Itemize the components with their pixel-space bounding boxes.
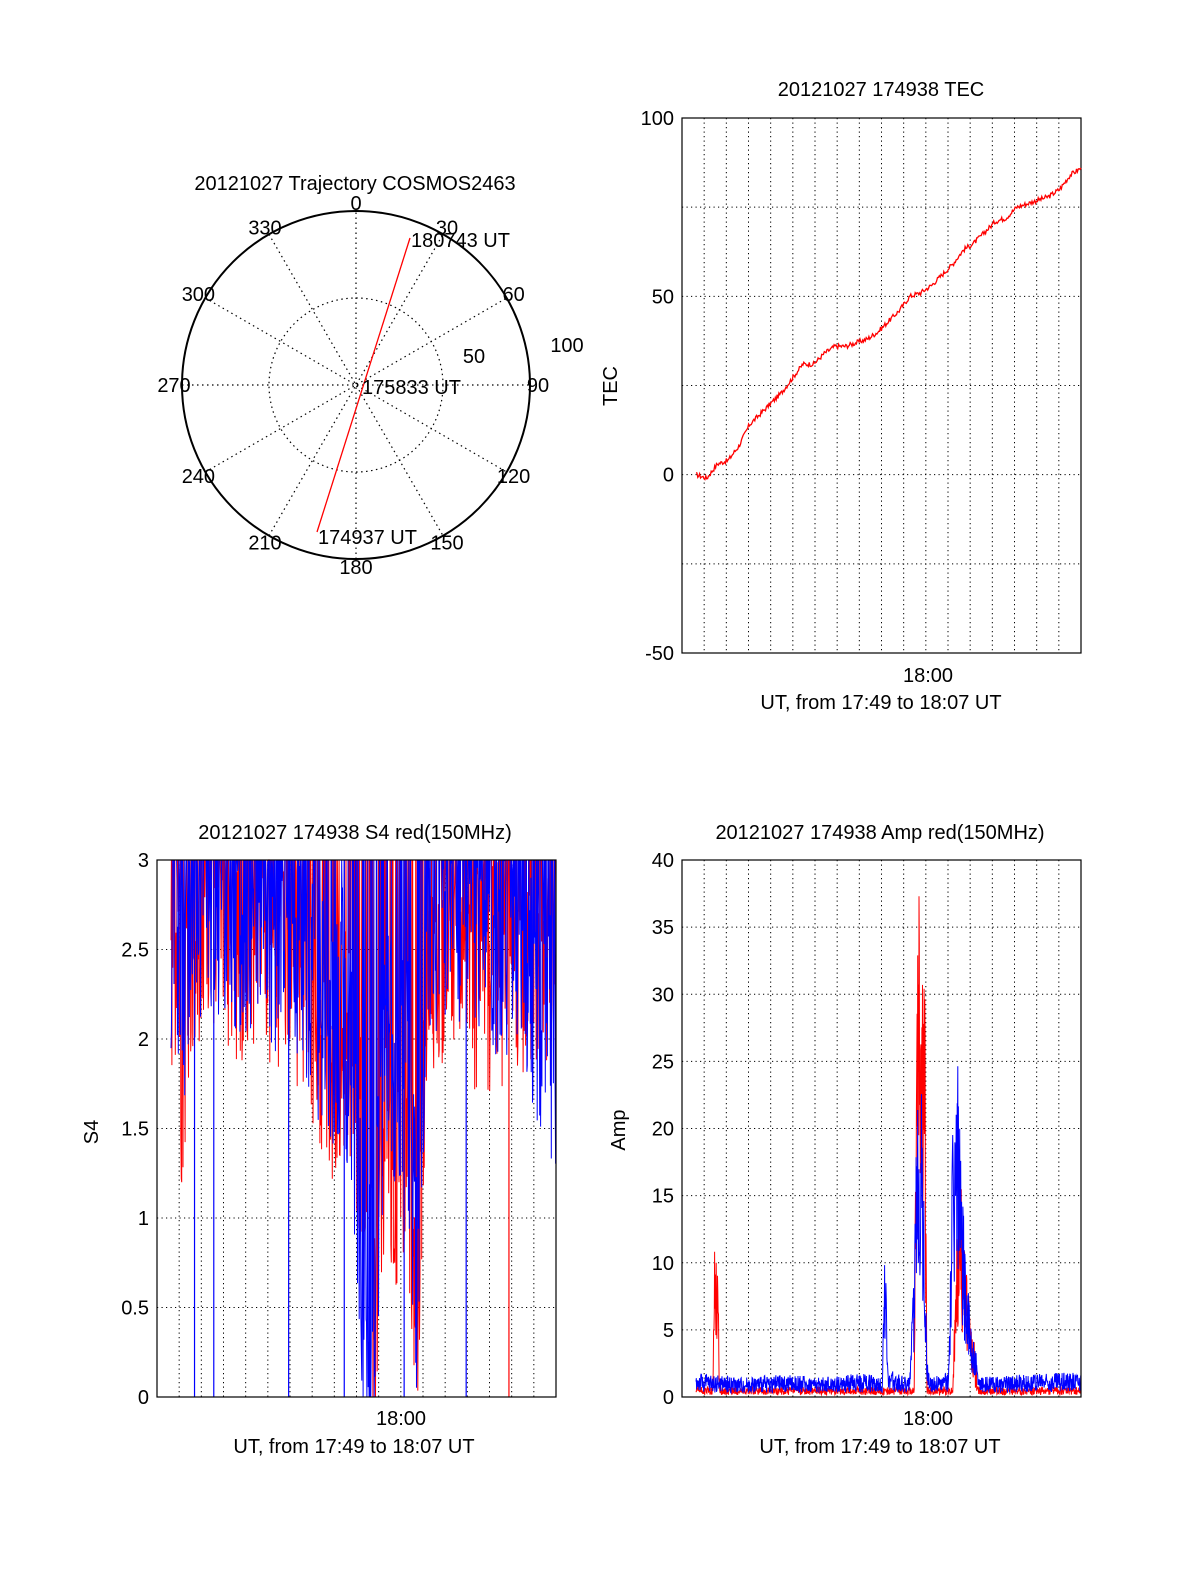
tec-y-tick-label: -50 [645, 643, 674, 665]
tec-x-tick-18-00: 18:00 [903, 665, 953, 687]
s4-title: 20121027 174938 S4 red(150MHz) [198, 822, 512, 844]
polar-spoke-60 [205, 297, 507, 473]
amp-x-tick-18-00: 18:00 [903, 1408, 953, 1430]
polar-annotation-start: 174937 UT [318, 527, 417, 549]
tec-y-tick-label: 100 [641, 108, 674, 130]
amp-y-tick-label: 10 [652, 1253, 674, 1275]
amp-y-tick-label: 0 [663, 1387, 674, 1409]
amp-y-tick-label: 15 [652, 1186, 674, 1208]
s4-y-tick-label: 0.5 [121, 1298, 149, 1320]
polar-spokes [182, 211, 530, 559]
polar-azimuth-label-210: 210 [248, 533, 281, 555]
polar-azimuth-label-60: 60 [502, 284, 524, 306]
polar-radial-label-50: 50 [463, 346, 485, 368]
s4-x-tick-18-00: 18:00 [376, 1408, 426, 1430]
polar-azimuth-label-270: 270 [157, 375, 190, 397]
polar-azimuth-labels: 0 30 60 90 120 150 180 210 240 270 300 330 [157, 193, 549, 579]
amp-y-ticks: 0 5 10 15 20 25 30 35 40 [652, 850, 674, 1409]
tec-y-tick-label: 0 [663, 465, 674, 487]
amp-series-red [695, 896, 1082, 1397]
amp-panel: 20121027 174938 Amp red(150MHz) 0 5 10 15 20… [608, 822, 1082, 1458]
s4-y-tick-label: 2.5 [121, 940, 149, 962]
polar-radial-label-100: 100 [550, 335, 583, 357]
s4-y-tick-label: 1 [138, 1208, 149, 1230]
s4-x-axis-label: UT, from 17:49 to 18:07 UT [233, 1436, 474, 1458]
s4-y-tick-label: 1.5 [121, 1119, 149, 1141]
polar-spoke-30 [268, 234, 444, 536]
polar-spoke-120 [205, 297, 507, 473]
s4-panel: 20121027 174938 S4 red(150MHz) 0 0.5 1 1.5 2… [81, 822, 557, 1458]
polar-azimuth-label-90: 90 [527, 375, 549, 397]
polar-azimuth-label-150: 150 [430, 533, 463, 555]
polar-spoke-150 [268, 234, 444, 536]
polar-azimuth-label-300: 300 [182, 284, 215, 306]
tec-series-group [695, 167, 1082, 481]
polar-trajectory-panel: 20121027 Trajectory COSMOS2463 0 30 60 90 12… [157, 173, 583, 579]
polar-azimuth-label-30: 30 [436, 217, 458, 239]
amp-plot-frame [681, 859, 1082, 1398]
s4-y-axis-label: S4 [81, 1120, 103, 1144]
tec-plot-frame [681, 117, 1082, 654]
polar-azimuth-label-180: 180 [339, 557, 372, 579]
tec-y-tick-label: 50 [652, 286, 674, 308]
polar-azimuth-label-240: 240 [182, 466, 215, 488]
s4-plot-frame [156, 859, 557, 1398]
s4-y-tick-label: 3 [138, 850, 149, 872]
s4-y-tick-label: 0 [138, 1387, 149, 1409]
amp-y-tick-label: 5 [663, 1320, 674, 1342]
polar-satellite-track [316, 237, 411, 533]
tec-series-line [695, 167, 1082, 481]
amp-x-axis-label: UT, from 17:49 to 18:07 UT [759, 1436, 1000, 1458]
tec-grid [682, 118, 1081, 653]
amp-series-blue [695, 1066, 1082, 1395]
s4-series-group [170, 859, 557, 1398]
polar-annotation-mid: 175833 UT [362, 377, 461, 399]
amp-y-tick-label: 30 [652, 984, 674, 1006]
polar-azimuth-label-330: 330 [248, 217, 281, 239]
tec-title: 20121027 174938 TEC [778, 79, 984, 101]
polar-azimuth-label-120: 120 [497, 466, 530, 488]
polar-azimuth-label-0: 0 [350, 193, 361, 215]
tec-x-axis-label: UT, from 17:49 to 18:07 UT [760, 692, 1001, 714]
amp-y-tick-label: 25 [652, 1051, 674, 1073]
amp-y-axis-label: Amp [608, 1109, 630, 1150]
s4-y-ticks: 0 0.5 1 1.5 2 2.5 3 [121, 850, 149, 1409]
amp-grid [682, 860, 1081, 1397]
amp-y-tick-label: 35 [652, 917, 674, 939]
polar-annotation-end: 180743 UT [411, 230, 510, 252]
tec-y-axis-label: TEC [600, 366, 622, 406]
amp-y-tick-label: 40 [652, 850, 674, 872]
amp-y-tick-label: 20 [652, 1119, 674, 1141]
tec-y-ticks: -50 0 50 100 [641, 108, 674, 665]
amp-series-group [695, 896, 1082, 1397]
amp-title: 20121027 174938 Amp red(150MHz) [715, 822, 1044, 844]
polar-title: 20121027 Trajectory COSMOS2463 [194, 173, 515, 195]
tec-panel: 20121027 174938 TEC -50 0 50 100 18:00 UT, … [600, 79, 1082, 714]
s4-y-tick-label: 2 [138, 1029, 149, 1051]
